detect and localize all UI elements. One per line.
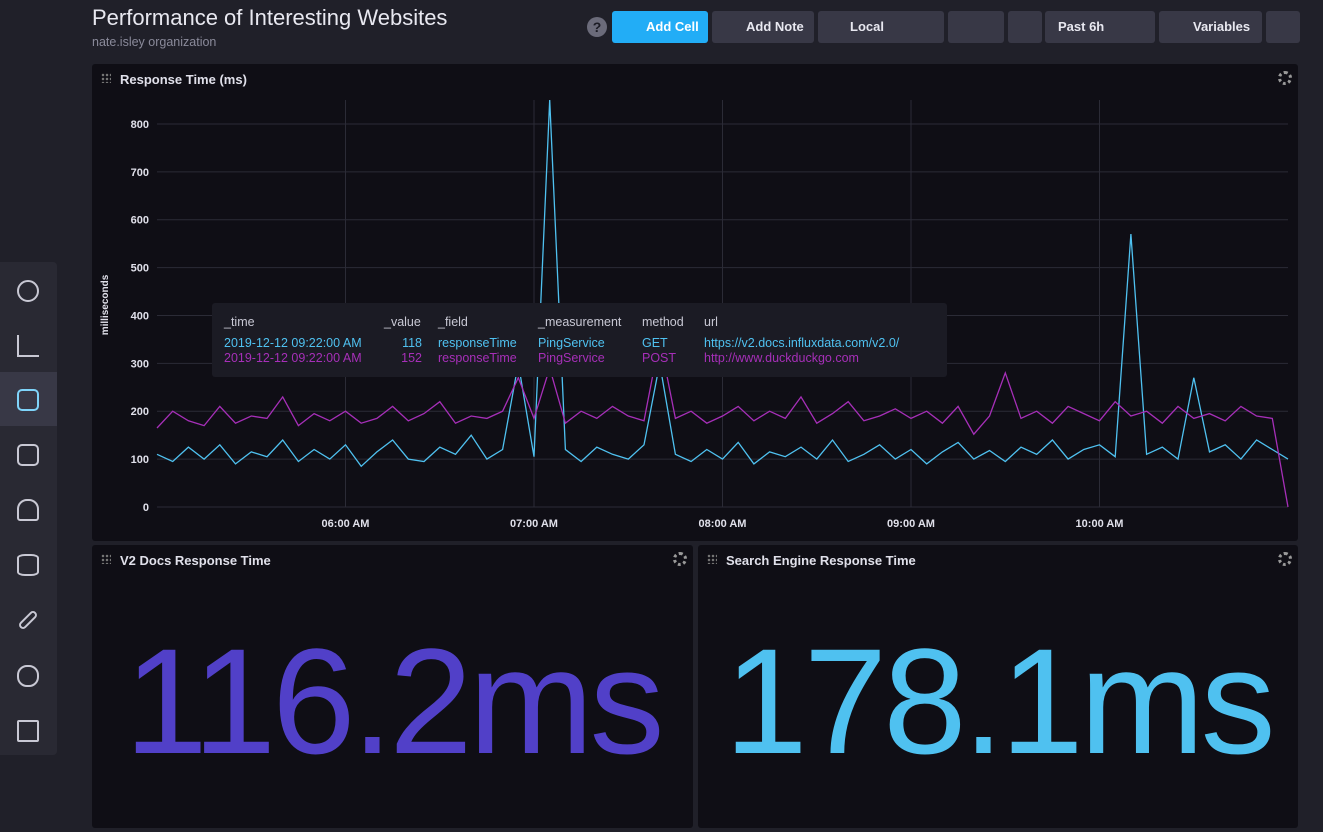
help-button[interactable]: ? — [587, 17, 607, 37]
y-tick-label: 700 — [131, 167, 149, 179]
dashboard-subtitle: nate.isley organization — [92, 35, 217, 49]
button-label: Past 6h — [1058, 19, 1105, 34]
cell-title: V2 Docs Response Time — [120, 553, 271, 568]
time-range-dropdown[interactable]: Past 6h — [1045, 11, 1155, 43]
nav-icon[interactable] — [17, 389, 39, 411]
nav-active — [0, 372, 57, 426]
nav-icon[interactable] — [17, 335, 39, 357]
timezone-dropdown[interactable]: Local — [818, 11, 944, 43]
cell-settings[interactable] — [1278, 71, 1292, 85]
sidebar — [0, 262, 57, 755]
nav-icon[interactable] — [17, 444, 39, 466]
stat-cell: Search Engine Response Time 178.1ms — [698, 545, 1298, 828]
presentation-button[interactable] — [1266, 11, 1300, 43]
refresh-button[interactable] — [1008, 11, 1042, 43]
tooltip-text: url — [704, 315, 718, 329]
series-line — [156, 99, 1289, 468]
series-line — [156, 339, 1289, 508]
x-tick-label: 06:00 AM — [322, 518, 370, 530]
tooltip-text: 152 — [401, 351, 422, 365]
tooltip-text: GET — [642, 336, 668, 350]
tooltip-text: responseTime — [438, 351, 517, 365]
drag-handle[interactable] — [101, 554, 111, 564]
tooltip-text: PingService — [538, 351, 605, 365]
tooltip-text: _time — [224, 315, 255, 329]
nav-icon[interactable] — [17, 609, 39, 631]
x-tick-label: 09:00 AM — [887, 518, 935, 530]
y-axis-label: milliseconds — [100, 274, 111, 335]
cell-title: Response Time (ms) — [120, 72, 247, 87]
graph-cell: Response Time (ms) — [92, 64, 1298, 541]
button-label: Local — [850, 19, 884, 34]
tooltip-text: POST — [642, 351, 677, 365]
x-tick-label: 08:00 AM — [699, 518, 747, 530]
y-tick-label: 500 — [131, 263, 149, 275]
tooltip-text: 2019-12-12 09:22:00 AM — [224, 351, 362, 365]
tooltip-text: http://www.duckduckgo.com — [704, 351, 859, 365]
stat-value: 178.1ms — [724, 617, 1275, 785]
tooltip-text: method — [642, 315, 684, 329]
add-note-button[interactable]: Add Note — [712, 11, 814, 43]
tooltip-text: https://v2.docs.influxdata.com/v2.0/ — [704, 336, 900, 350]
add-cell-button[interactable]: Add Cell — [612, 11, 708, 43]
drag-handle[interactable] — [101, 73, 111, 83]
cell-settings[interactable] — [1278, 552, 1292, 566]
y-tick-label: 0 — [143, 502, 149, 514]
y-tick-label: 300 — [131, 358, 149, 370]
nav-icon[interactable] — [17, 665, 39, 687]
variables-button[interactable]: Variables — [1159, 11, 1262, 43]
button-label: Add Note — [746, 19, 804, 34]
button-label: Variables — [1193, 19, 1251, 34]
nav-icon[interactable] — [17, 280, 39, 302]
tooltip-text: responseTime — [438, 336, 517, 350]
nav-icon[interactable] — [17, 720, 39, 742]
stat-cell: V2 Docs Response Time 116.2ms — [92, 545, 693, 828]
tooltip-text: 2019-12-12 09:22:00 AM — [224, 336, 362, 350]
nav-icon[interactable] — [17, 554, 39, 576]
nav-icon[interactable] — [17, 499, 39, 521]
tooltip-text: _measurement — [538, 315, 622, 329]
x-tick-label: 07:00 AM — [510, 518, 558, 530]
y-tick-label: 600 — [131, 215, 149, 227]
stat-value: 116.2ms — [124, 617, 664, 785]
y-tick-label: 400 — [131, 310, 149, 322]
pause-dropdown[interactable] — [948, 11, 1004, 43]
tooltip-text: PingService — [538, 336, 605, 350]
y-tick-label: 800 — [131, 119, 149, 131]
y-tick-label: 100 — [131, 454, 149, 466]
tooltip-text: _field — [438, 315, 468, 329]
x-tick-label: 10:00 AM — [1076, 518, 1124, 530]
tooltip-text: 118 — [402, 336, 422, 350]
y-tick-label: 200 — [131, 406, 149, 418]
tooltip-text: _value — [384, 315, 421, 329]
cell-settings[interactable] — [673, 552, 687, 566]
chart: milliseconds 0 100 200 300 400 500 600 700 800 06… — [100, 99, 1289, 530]
drag-handle[interactable] — [707, 554, 717, 564]
button-label: Add Cell — [646, 19, 699, 34]
dashboard-title: Performance of Interesting Websites — [92, 5, 448, 30]
cell-title: Search Engine Response Time — [726, 553, 916, 568]
tooltip: _time _value _field _measurement method url 20… — [212, 303, 947, 377]
